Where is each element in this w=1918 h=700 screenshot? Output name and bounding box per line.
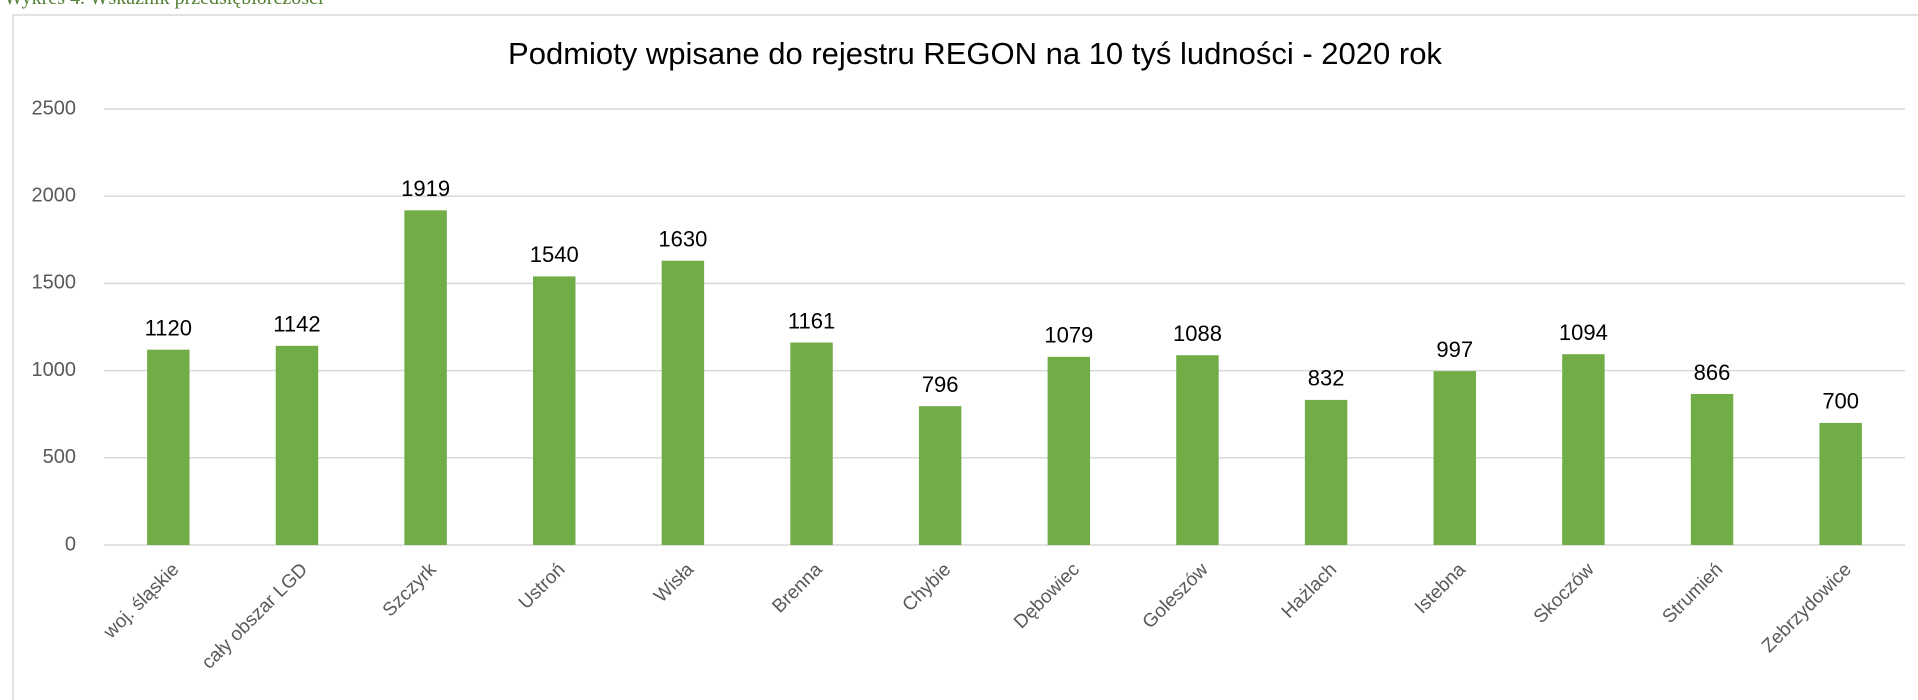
x-tick-label: Szczyrk (379, 559, 441, 621)
x-tick-label: cały obszar LGD (198, 559, 312, 673)
x-tick-label: Strumień (1659, 559, 1728, 628)
data-label: 1079 (1044, 323, 1093, 348)
data-label: 1919 (401, 176, 450, 201)
data-label: 1088 (1173, 321, 1222, 346)
y-tick-label: 1000 (32, 359, 77, 381)
bar (1047, 356, 1091, 545)
bar (1562, 354, 1605, 545)
bar (1690, 393, 1734, 545)
x-tick-label: Dębowiec (1010, 559, 1084, 633)
x-tick-label: Istebna (1411, 559, 1470, 618)
bar (1176, 355, 1219, 545)
bar (1819, 422, 1862, 545)
x-tick-label: Goleszów (1139, 559, 1213, 633)
bar (275, 345, 319, 545)
x-tick-label: woj. śląskie (99, 559, 183, 643)
data-label: 1630 (658, 227, 707, 252)
bar (661, 260, 705, 545)
chart-title: Podmioty wpisane do rejestru REGON na 10… (508, 36, 1442, 71)
data-label: 866 (1694, 360, 1731, 385)
x-tick-label: Chybie (899, 559, 956, 616)
chart-border (12, 14, 1918, 700)
caption: Wykres 4. Wskaźnik przedsiębiorczości (4, 0, 324, 9)
bar (790, 342, 833, 545)
bar (1433, 371, 1476, 545)
x-tick-label: Hażlach (1278, 559, 1341, 622)
bar (918, 406, 962, 545)
data-label: 997 (1436, 337, 1473, 362)
y-tick-label: 2000 (32, 184, 77, 206)
bar (404, 210, 447, 545)
x-tick-label: Wisła (650, 559, 698, 607)
y-tick-label: 2500 (32, 97, 77, 119)
x-tick-label: Zebrzydowice (1758, 559, 1856, 657)
data-label: 832 (1308, 366, 1345, 391)
bar (147, 349, 190, 545)
x-tick-label: Skoczów (1530, 559, 1599, 628)
y-tick-label: 0 (65, 533, 76, 555)
bar (1304, 399, 1348, 545)
y-tick-label: 1500 (32, 272, 77, 294)
data-label: 1120 (145, 315, 192, 340)
data-label: 796 (922, 372, 959, 397)
data-label: 700 (1822, 389, 1859, 414)
bar (533, 276, 576, 545)
data-label: 1142 (273, 312, 320, 337)
x-tick-label: Ustroń (515, 559, 569, 613)
data-label: 1094 (1559, 320, 1608, 345)
data-label: 1540 (530, 242, 579, 267)
data-label: 1161 (788, 308, 835, 333)
x-tick-label: Brenna (768, 559, 826, 617)
y-tick-label: 500 (43, 446, 76, 468)
